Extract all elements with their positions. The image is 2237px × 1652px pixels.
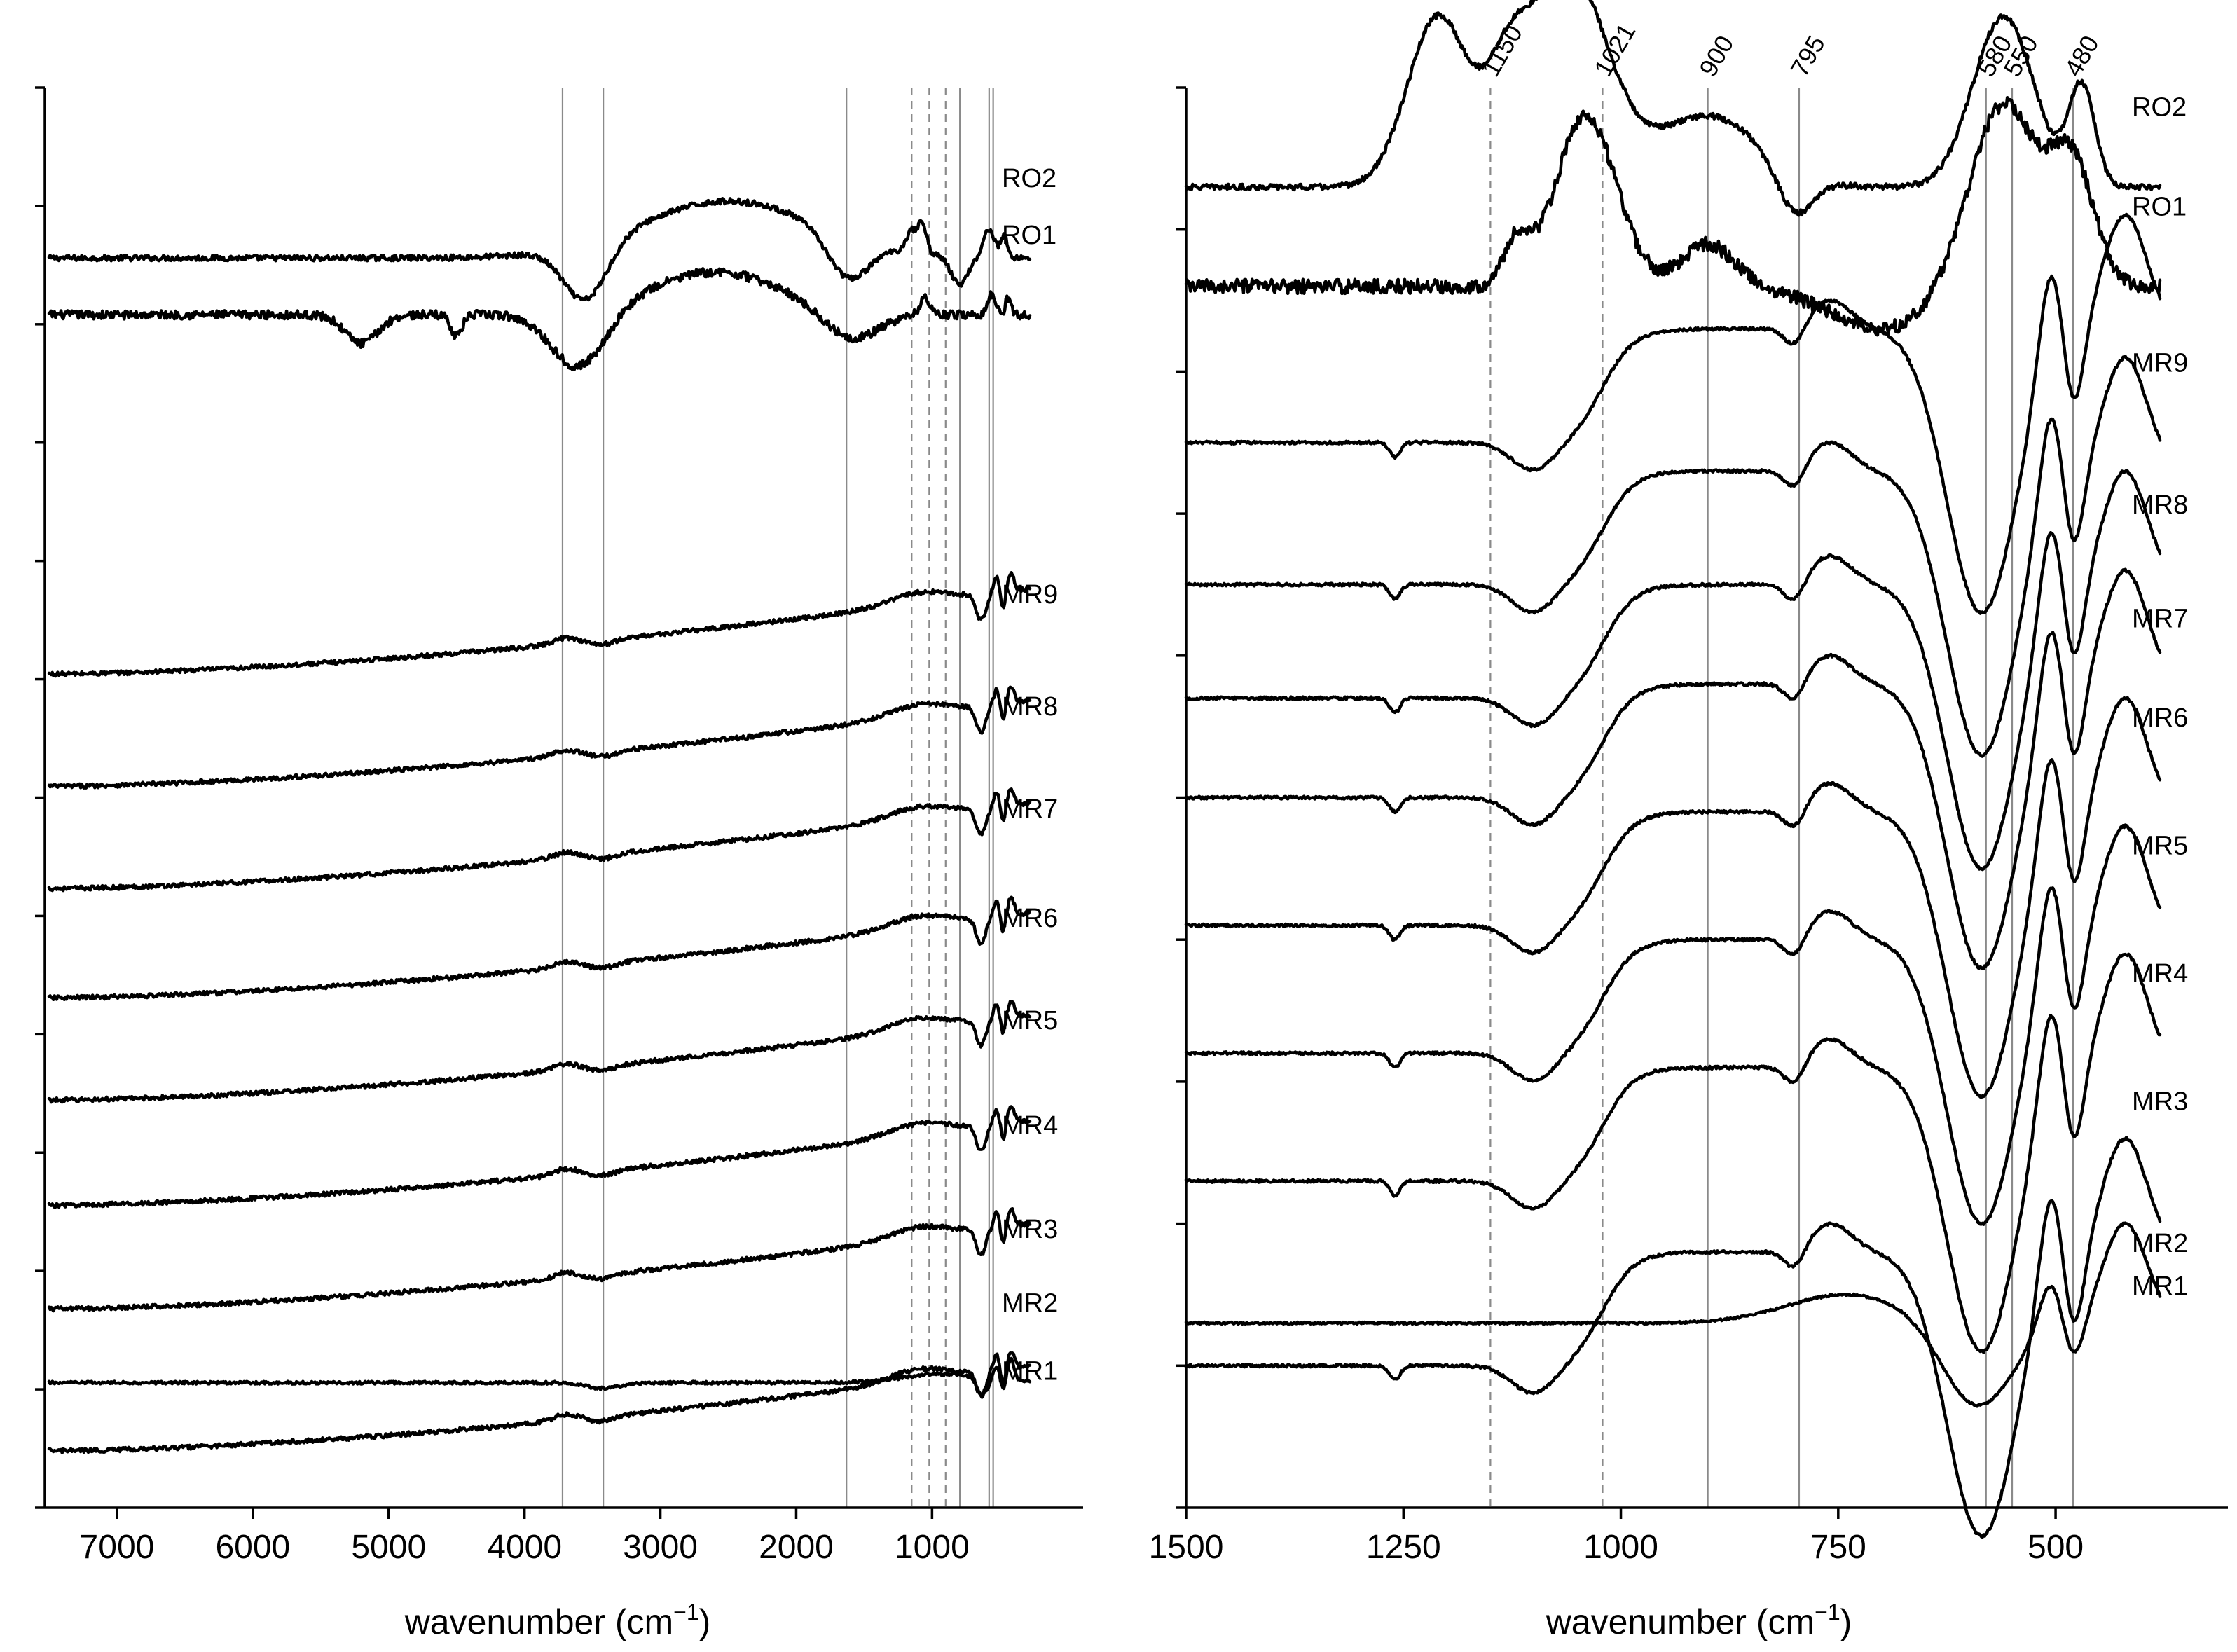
spectrum-mr2 [47, 1356, 1032, 1397]
spectrum-mr5 [1184, 696, 2162, 1099]
series-label: MR4 [1002, 1111, 1058, 1141]
spectrum-mr8 [47, 685, 1032, 790]
series-label: MR7 [1002, 794, 1058, 824]
spectrum-mr6 [47, 895, 1032, 1002]
left-reference-lines [561, 88, 994, 1508]
series-label: MR5 [1002, 1006, 1058, 1035]
marker-label: 480 [2058, 30, 2105, 81]
spectrum-mr6 [1184, 567, 2162, 970]
x-tick-label: 1000 [895, 1529, 970, 1566]
left-axes: 7000 6000 5000 4000 3000 2000 1000 [35, 86, 1083, 1566]
series-label: MR2 [1002, 1288, 1058, 1318]
series-label: MR9 [2132, 348, 2188, 378]
x-tick-label: 750 [1810, 1529, 1866, 1566]
x-tick-label: 2000 [759, 1529, 834, 1566]
series-label: MR7 [2132, 604, 2188, 633]
left-x-axis-title: wavenumber (cm−1) [404, 1599, 711, 1641]
series-label: MR3 [2132, 1087, 2188, 1116]
spectrum-ro1 [1184, 95, 2162, 337]
left-spectra: RO2 RO1 MR9 MR8 MR7 MR6 MR5 MR4 MR3 MR2 MR1 [47, 164, 1058, 1454]
marker-label: 795 [1784, 30, 1831, 81]
series-label: MR8 [1002, 692, 1058, 722]
x-tick-label: 6000 [215, 1529, 290, 1566]
x-tick-label: 1500 [1149, 1529, 1224, 1566]
right-axes: 1500 1250 1000 750 500 [1149, 86, 2228, 1566]
spectrum-ro1 [47, 267, 1032, 371]
spectrum-mr7 [1184, 469, 2162, 872]
spectrum-mr3 [47, 1206, 1032, 1313]
spectrum-mr1 [47, 1351, 1032, 1454]
right-reference-lines [1489, 88, 2074, 1508]
spectrum-mr7 [47, 787, 1032, 893]
series-label: RO1 [1002, 221, 1056, 250]
x-tick-label: 3000 [623, 1529, 698, 1566]
x-tick-label: 4000 [487, 1529, 562, 1566]
spectrum-mr3 [1184, 952, 2162, 1354]
series-label: MR6 [1002, 904, 1058, 933]
series-label: MR1 [1002, 1357, 1058, 1386]
x-tick-label: 5000 [351, 1529, 426, 1566]
spectrum-mr9 [47, 570, 1032, 678]
x-tick-label: 500 [2028, 1529, 2084, 1566]
spectrum-mr4 [47, 1105, 1032, 1209]
spectrum-mr9 [1184, 212, 2162, 615]
spectrum-mr4 [1184, 823, 2162, 1226]
series-label: RO2 [2132, 93, 2187, 123]
series-label: MR2 [2132, 1229, 2188, 1258]
spectrum-ro2 [47, 197, 1032, 302]
x-tick-label: 7000 [80, 1529, 155, 1566]
marker-label: 900 [1693, 30, 1740, 81]
series-label: MR1 [2132, 1272, 2188, 1301]
series-label: MR3 [1002, 1215, 1058, 1244]
spectrum-mr1 [1184, 1136, 2162, 1539]
spectrum-mr2 [1184, 1221, 2162, 1408]
x-tick-label: 1250 [1366, 1529, 1441, 1566]
spectrum-mr8 [1184, 355, 2162, 758]
series-label: RO2 [1002, 164, 1056, 193]
left-panel: RO2 RO1 MR9 MR8 MR7 MR6 MR5 MR4 MR3 MR2 MR1 7000 60… [35, 86, 1083, 1641]
marker-label: 1150 [1476, 20, 1528, 81]
series-label: MR9 [1002, 580, 1058, 610]
right-x-axis-title: wavenumber (cm−1) [1546, 1599, 1852, 1641]
spectrum-ro2 [1184, 0, 2162, 217]
marker-label: 1021 [1588, 18, 1641, 81]
series-label: RO1 [2132, 192, 2187, 221]
x-tick-label: 1000 [1583, 1529, 1658, 1566]
spectrum-mr5 [47, 1000, 1032, 1104]
